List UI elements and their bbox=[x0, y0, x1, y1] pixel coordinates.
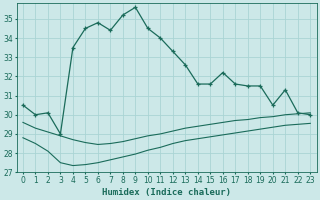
X-axis label: Humidex (Indice chaleur): Humidex (Indice chaleur) bbox=[102, 188, 231, 197]
